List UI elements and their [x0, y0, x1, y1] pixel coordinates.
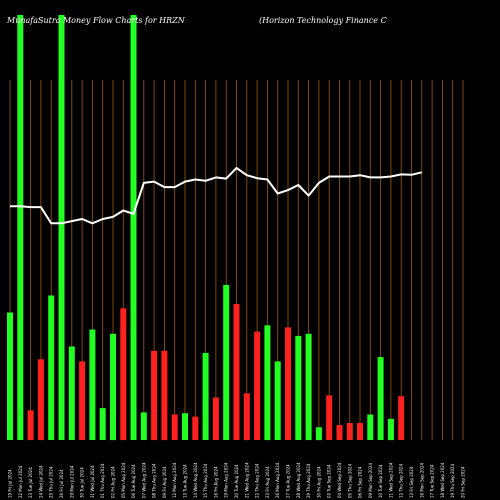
x-tick-label: 09 Fri Aug 2024 [162, 466, 167, 498]
x-axis-tick-labels: 19 Fri Jul 2024 22 Mon Jul 2024 23 Tue Jul… [8, 462, 466, 498]
money-flow-bar-down [192, 416, 199, 440]
x-tick-label: 24 Wed Jul 2024 [38, 465, 43, 498]
money-flow-bar-up [377, 357, 384, 440]
x-tick-label: 25 Thu Jul 2024 [49, 466, 54, 498]
x-tick-label: 02 Fri Aug 2024 [111, 466, 116, 498]
money-flow-bar-down [243, 393, 250, 441]
x-tick-label: 08 Thu Aug 2024 [152, 463, 157, 498]
x-tick-label: 16 Fri Aug 2024 [213, 466, 218, 498]
x-tick-label: 05 Mon Aug 2024 [121, 462, 126, 498]
x-tick-label: 07 Wed Aug 2024 [141, 462, 146, 498]
money-flow-bar-up [387, 418, 394, 441]
x-tick-label: 28 Wed Aug 2024 [296, 462, 301, 498]
money-flow-bar-up [130, 15, 137, 440]
x-tick-label: 19 Mon Aug 2024 [224, 462, 229, 498]
x-tick-label: 18 Wed Sep 2024 [440, 462, 445, 498]
money-flow-bar-down [151, 350, 158, 441]
x-tick-label: 29 Thu Aug 2024 [306, 463, 311, 498]
money-flow-bar-down [212, 397, 219, 440]
x-tick-label: 04 Wed Sep 2024 [337, 462, 342, 498]
x-tick-label: 21 Wed Aug 2024 [244, 462, 249, 498]
x-tick-label: 06 Tue Aug 2024 [131, 464, 136, 498]
x-tick-label: 26 Mon Aug 2024 [275, 462, 280, 498]
money-flow-bar-down [398, 396, 405, 440]
chart-title-right: (Horizon Technology Finance C [259, 16, 387, 25]
x-tick-label: 20 Fri Sep 2024 [461, 466, 466, 498]
money-flow-bar-down [171, 414, 178, 440]
x-tick-label: 09 Mon Sep 2024 [368, 462, 373, 498]
money-flow-bar-up [140, 412, 147, 440]
x-tick-label: 19 Fri Jul 2024 [8, 469, 13, 498]
x-tick-label: 01 Thu Aug 2024 [100, 463, 105, 498]
money-flow-bar-up [305, 333, 312, 441]
money-flow-bar-down [37, 359, 44, 441]
x-tick-label: 03 Tue Sep 2024 [327, 464, 332, 498]
money-flow-bar-down [285, 327, 291, 440]
x-tick-label: 20 Tue Aug 2024 [234, 464, 239, 498]
x-tick-label: 15 Thu Aug 2024 [203, 463, 208, 498]
x-tick-label: 16 Mon Sep 2024 [419, 462, 424, 498]
money-flow-bar-up [48, 295, 55, 440]
money-flow-bars [7, 15, 405, 441]
x-tick-label: 26 Fri Jul 2024 [59, 469, 64, 498]
x-tick-label: 22 Thu Aug 2024 [255, 463, 260, 498]
money-flow-bar-up [17, 15, 24, 440]
x-tick-label: 06 Fri Sep 2024 [358, 466, 363, 498]
price-line [10, 167, 423, 225]
money-flow-bar-down [161, 350, 168, 441]
money-flow-bar-down [27, 410, 34, 441]
money-flow-bar-up [367, 414, 374, 440]
x-tick-label: 10 Tue Sep 2024 [378, 464, 383, 498]
x-tick-label: 13 Tue Aug 2024 [183, 464, 188, 498]
x-tick-label: 14 Wed Aug 2024 [193, 462, 198, 498]
money-flow-bar-down [326, 395, 333, 440]
money-flow-bar-up [7, 312, 13, 440]
money-flow-bar-down [254, 331, 261, 440]
money-flow-bar-down [336, 425, 343, 440]
x-tick-label: 11 Wed Sep 2024 [388, 462, 393, 498]
x-tick-label: 05 Thu Sep 2024 [347, 463, 352, 498]
money-flow-bar-down [120, 308, 127, 441]
x-tick-label: 19 Thu Sep 2024 [450, 463, 455, 498]
chart-title-left: MunafaSutra Money Flow Charts for HRZN [6, 16, 186, 25]
money-flow-bar-up [202, 352, 209, 440]
x-tick-label: 12 Mon Aug 2024 [172, 462, 177, 498]
money-flow-bar-up [223, 284, 230, 440]
money-flow-bar-up [99, 408, 106, 440]
money-flow-bar-down [233, 304, 240, 440]
money-flow-bar-up [315, 427, 322, 441]
money-flow-bar-down [79, 361, 86, 440]
money-flow-bar-up [274, 361, 281, 440]
x-tick-label: 23 Fri Aug 2024 [265, 466, 270, 498]
x-tick-label: 29 Mon Jul 2024 [69, 465, 74, 498]
x-tick-label: 13 Fri Sep 2024 [409, 466, 414, 498]
x-tick-label: 27 Tue Aug 2024 [286, 464, 291, 498]
money-flow-bar-up [89, 329, 96, 440]
money-flow-bar-down [346, 423, 353, 440]
x-tick-label: 12 Thu Sep 2024 [399, 463, 404, 498]
x-tick-label: 22 Mon Jul 2024 [18, 465, 23, 498]
money-flow-bar-up [110, 333, 116, 441]
money-flow-bar-down [357, 423, 363, 440]
money-flow-bar-up [264, 325, 271, 441]
money-flow-bar-up [295, 335, 302, 440]
x-tick-label: 30 Tue Jul 2024 [80, 467, 85, 498]
x-tick-label: 31 Wed Jul 2024 [90, 465, 95, 498]
price-line-group [10, 167, 423, 225]
x-tick-label: 17 Tue Sep 2024 [430, 464, 435, 498]
money-flow-bar-up [68, 346, 75, 440]
x-tick-label: 30 Fri Aug 2024 [316, 466, 321, 498]
money-flow-bar-up [58, 15, 65, 440]
money-flow-bar-up [182, 413, 188, 440]
x-tick-label: 23 Tue Jul 2024 [28, 467, 33, 498]
